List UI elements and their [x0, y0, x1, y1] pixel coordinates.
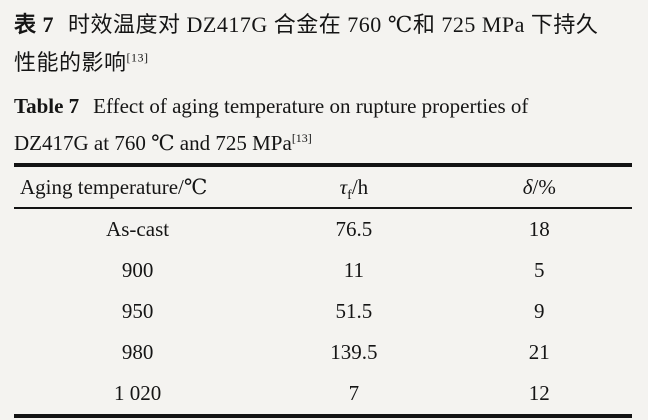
caption-english-line1: Effect of aging temperature on rupture p…: [93, 94, 529, 118]
caption-english-line2: DZ417G at 760 ℃ and 725 MPa: [14, 131, 292, 155]
cell-rupture-life: 11: [343, 258, 364, 282]
table-row: As-cast 76.5 18: [14, 208, 632, 250]
cell-aging-temperature: 1 020: [113, 381, 162, 405]
tau-subscript-f: f: [347, 187, 352, 203]
cell-elongation: 12: [528, 381, 550, 405]
cell-elongation: 5: [534, 258, 545, 282]
cell-elongation: 9: [534, 299, 545, 323]
cell-rupture-life: 139.5: [330, 340, 378, 364]
data-table: Aging temperature/℃ τf/h δ/% As-cast 76.…: [14, 163, 632, 418]
reference-superscript: [13]: [291, 131, 312, 145]
cell-elongation: 21: [528, 340, 550, 364]
table-row: 980 139.5 21: [14, 332, 632, 373]
table-row: 900 11 5: [14, 250, 632, 291]
table-row: 950 51.5 9: [14, 291, 632, 332]
caption-chinese-line1: 时效温度对 DZ417G 合金在 760 ℃和 725 MPa 下持久: [68, 12, 599, 37]
delta-symbol: δ: [522, 174, 533, 199]
reference-superscript: [13]: [126, 50, 149, 65]
column-header-aging-temperature: Aging temperature/℃: [14, 165, 262, 209]
column-header-elongation: δ/%: [446, 165, 632, 209]
cell-aging-temperature: 950: [121, 299, 154, 323]
unit-hours: /h: [351, 174, 369, 199]
cell-rupture-life: 51.5: [335, 299, 373, 323]
caption-chinese-label: 表 7: [14, 12, 55, 37]
caption-english: Table 7 Effect of aging temperature on ru…: [14, 88, 636, 162]
caption-english-label: Table 7: [14, 94, 80, 118]
cell-elongation: 18: [528, 217, 550, 241]
caption-chinese-line2: 性能的影响: [14, 50, 127, 75]
cell-rupture-life: 7: [348, 381, 360, 405]
caption-chinese: 表 7 时效温度对 DZ417G 合金在 760 ℃和 725 MPa 下持久性能…: [14, 6, 636, 82]
table-header-row: Aging temperature/℃ τf/h δ/%: [14, 165, 632, 209]
unit-percent: /%: [532, 174, 556, 199]
column-header-rupture-life: τf/h: [261, 165, 447, 209]
tau-symbol: τ: [339, 174, 348, 199]
cell-aging-temperature: 900: [121, 258, 154, 282]
cell-aging-temperature: As-cast: [106, 217, 170, 241]
cell-rupture-life: 76.5: [335, 217, 373, 241]
cell-aging-temperature: 980: [121, 340, 154, 364]
table-row: 1 020 7 12: [14, 373, 632, 416]
